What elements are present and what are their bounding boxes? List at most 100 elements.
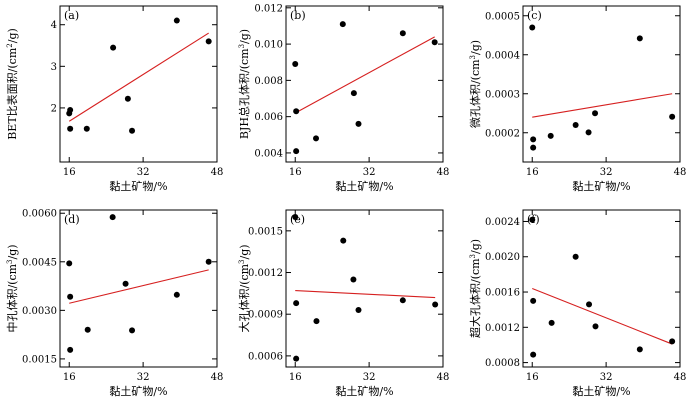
y-tick-label: 0.0009	[248, 310, 283, 321]
x-tick-label: 32	[137, 167, 150, 178]
x-tick-label: 32	[363, 372, 376, 383]
y-axis-label-main: 中孔体积/(cm	[5, 263, 19, 332]
data-point	[530, 136, 537, 143]
plot-frame	[522, 5, 681, 163]
plot-frame	[285, 5, 444, 163]
y-axis-label-superscript: 3	[238, 259, 246, 263]
y-tick-label: 3	[51, 62, 57, 73]
panel-label: (b)	[290, 9, 306, 22]
y-tick-label: 0.006	[254, 112, 283, 123]
x-tick-label: 16	[289, 167, 302, 178]
y-axis-label: 中孔体积/(cm3/g)	[5, 244, 19, 332]
y-tick-label: 0.0015	[248, 226, 283, 237]
data-point	[67, 107, 74, 113]
data-point	[529, 24, 536, 31]
data-point	[293, 355, 300, 362]
data-point	[66, 260, 73, 267]
y-axis-label: 微孔体积/(cm3/g)	[468, 40, 482, 128]
plot-frame	[59, 209, 218, 368]
x-tick-label: 32	[137, 372, 150, 383]
y-tick-label: 0.0002	[485, 128, 520, 139]
y-tick-label: 0.0045	[22, 257, 57, 268]
x-axis-label: 黏土矿物/%	[335, 179, 393, 193]
y-tick-label: 0.0012	[485, 323, 520, 334]
data-point	[530, 297, 537, 304]
data-point	[355, 120, 362, 127]
data-point	[110, 44, 117, 51]
y-axis-label: 大孔体积/(cm3/g)	[237, 244, 251, 332]
y-axis-label-superscript: 2	[6, 43, 14, 47]
y-axis-label-main: 微孔体积/(cm	[468, 59, 482, 128]
y-tick-label: 0.0024	[485, 217, 520, 228]
y-tick-label: 0.004	[254, 148, 283, 159]
data-point	[350, 90, 357, 97]
data-point	[669, 113, 676, 120]
data-point	[586, 301, 593, 308]
data-point	[293, 300, 300, 307]
x-tick-label: 32	[600, 372, 613, 383]
plot-frame	[285, 209, 444, 368]
y-axis-label-unit: /g)	[469, 239, 482, 254]
y-axis-label-superscript: 3	[238, 44, 246, 48]
y-axis-label: BET比表面积/(cm2/g)	[5, 28, 19, 140]
trend-line	[294, 36, 435, 114]
data-point	[355, 307, 362, 314]
x-tick-label: 48	[211, 372, 224, 383]
y-tick-label: 0.0030	[22, 306, 57, 317]
y-tick-label: 0.0004	[485, 50, 520, 61]
data-point	[173, 291, 180, 298]
y-axis-label: BJH总孔体积/(cm3/g)	[237, 29, 251, 139]
data-point	[122, 280, 129, 287]
y-axis-label-superscript: 3	[469, 55, 477, 59]
y-axis-label-superscript: 3	[469, 254, 477, 258]
y-tick-label: 0.0020	[485, 252, 520, 263]
panel-5: (e) 16 32 48 0.0006 0.0009 0.0012 0.0015 黏土矿物/% 大…	[237, 209, 449, 398]
trend-line	[532, 93, 673, 118]
trend-line	[295, 290, 436, 299]
data-point	[529, 216, 536, 223]
y-tick-label: 0.0003	[485, 89, 520, 100]
data-point	[173, 17, 180, 24]
x-tick-label: 32	[600, 167, 613, 178]
trend-line	[532, 287, 673, 345]
x-tick-label: 48	[211, 167, 224, 178]
x-tick-label: 32	[363, 167, 376, 178]
data-point	[205, 38, 212, 45]
panel-label: (a)	[64, 9, 79, 22]
data-point	[636, 346, 643, 353]
data-point	[339, 21, 346, 28]
data-point	[67, 293, 74, 300]
panel-6: (f)1632480.00080.00120.00160.00200.0024黏…	[468, 209, 686, 398]
x-axis-label: 黏土矿物/%	[109, 179, 167, 193]
y-axis-label-unit: /g)	[6, 244, 19, 259]
plot-frame	[522, 209, 681, 368]
panel-2: (b) 16 32 48 0.004 0.006 0.008 0.010 0.012 黏土矿物/%…	[237, 3, 449, 193]
y-tick-label: 0.0015	[22, 354, 57, 365]
y-tick-label: 4	[51, 20, 57, 31]
data-point	[293, 108, 300, 115]
x-axis-label: 黏土矿物/%	[109, 384, 167, 398]
y-tick-label: 0.012	[254, 3, 283, 14]
x-axis-label: 黏土矿物/%	[572, 384, 630, 398]
plot-frame	[59, 5, 218, 163]
y-tick-label: 0.0012	[248, 268, 283, 279]
y-tick-label: 0.010	[254, 40, 283, 51]
panel-3: (c) 16 32 48 0.0002 0.0003 0.0004 0.0005 黏土矿物/% 微…	[468, 5, 686, 193]
data-point	[84, 326, 91, 333]
panel-4: (d) 16 32 48 0.0015 0.0030 0.0045 0.0060 黏土矿物/% 中…	[5, 209, 223, 398]
data-point	[292, 61, 299, 68]
data-point	[109, 214, 116, 221]
y-tick-label: 0.0006	[248, 351, 283, 362]
data-point	[636, 35, 643, 42]
data-point	[399, 297, 406, 304]
data-point	[124, 95, 131, 102]
y-axis-label-main: 大孔体积/(cm	[237, 263, 251, 332]
data-point	[67, 125, 74, 132]
y-tick-label: 2	[51, 103, 57, 114]
y-axis-label-unit: /g)	[238, 29, 251, 44]
y-axis-label-superscript: 3	[6, 259, 14, 263]
data-point	[432, 301, 439, 308]
trend-line	[68, 32, 209, 122]
